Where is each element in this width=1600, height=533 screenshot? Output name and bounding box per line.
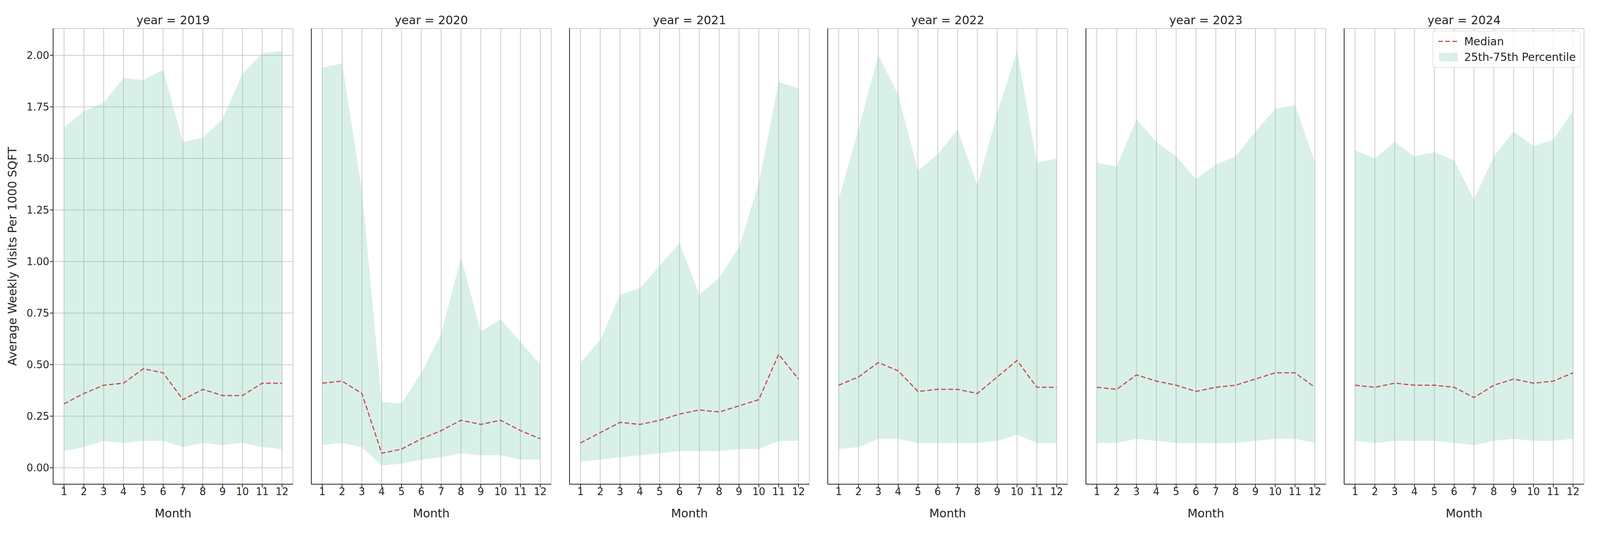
svg-text:Month: Month: [671, 506, 708, 521]
svg-text:8: 8: [974, 485, 981, 498]
svg-text:1: 1: [1093, 485, 1101, 498]
svg-text:10: 10: [235, 485, 249, 498]
svg-text:2.00: 2.00: [26, 49, 50, 62]
svg-text:11: 11: [1288, 485, 1302, 498]
svg-text:4: 4: [1153, 485, 1160, 498]
svg-text:4: 4: [894, 485, 902, 498]
svg-text:10: 10: [752, 485, 766, 498]
svg-text:10: 10: [494, 485, 508, 498]
svg-text:8: 8: [716, 485, 723, 498]
svg-text:12: 12: [1566, 485, 1580, 498]
svg-text:5: 5: [914, 485, 922, 498]
svg-text:5: 5: [656, 485, 664, 498]
svg-text:4: 4: [378, 485, 386, 498]
svg-text:Month: Month: [412, 506, 450, 521]
svg-text:7: 7: [696, 485, 703, 498]
svg-text:1: 1: [319, 485, 326, 498]
svg-text:9: 9: [1252, 485, 1259, 498]
svg-text:12: 12: [1308, 485, 1322, 498]
svg-text:6: 6: [1450, 485, 1458, 498]
svg-text:10: 10: [1010, 485, 1024, 498]
svg-text:1.00: 1.00: [26, 255, 50, 268]
svg-text:3: 3: [100, 485, 108, 498]
svg-text:9: 9: [1510, 485, 1518, 498]
svg-text:3: 3: [875, 485, 882, 498]
svg-text:7: 7: [1470, 485, 1478, 498]
svg-text:7: 7: [1212, 485, 1220, 498]
html-text:year = 2023: year = 2023: [1169, 13, 1243, 27]
html-text:year = 2019: year = 2019: [136, 13, 210, 27]
svg-text:7: 7: [179, 485, 187, 498]
svg-text:11: 11: [514, 485, 527, 498]
svg-text:1: 1: [1351, 485, 1359, 498]
svg-text:2: 2: [80, 485, 88, 498]
svg-text:3: 3: [1133, 485, 1140, 498]
svg-text:1.25: 1.25: [26, 204, 50, 217]
svg-text:1: 1: [60, 485, 68, 498]
svg-text:2: 2: [1371, 485, 1379, 498]
svg-text:0.75: 0.75: [26, 307, 50, 320]
svg-text:3: 3: [358, 485, 366, 498]
svg-text:8: 8: [457, 485, 465, 498]
svg-text:9: 9: [219, 485, 227, 498]
svg-text:3: 3: [1391, 485, 1399, 498]
svg-text:4: 4: [120, 485, 127, 498]
svg-text:9: 9: [994, 485, 1001, 498]
svg-text:0.25: 0.25: [26, 410, 50, 423]
svg-text:6: 6: [159, 485, 167, 498]
svg-text:Month: Month: [154, 506, 192, 521]
svg-text:2: 2: [596, 485, 604, 498]
svg-text:11: 11: [772, 485, 786, 498]
svg-text:10: 10: [1268, 485, 1282, 498]
svg-text:12: 12: [533, 485, 547, 498]
svg-text:6: 6: [1192, 485, 1200, 498]
svg-text:2: 2: [1113, 485, 1120, 498]
svg-text:8: 8: [1490, 485, 1498, 498]
svg-text:5: 5: [1431, 485, 1438, 498]
svg-text:Month: Month: [929, 506, 967, 521]
svg-text:7: 7: [437, 485, 445, 498]
svg-text:9: 9: [735, 485, 743, 498]
svg-text:11: 11: [255, 485, 269, 498]
html-text:year = 2021: year = 2021: [652, 13, 727, 27]
svg-text:5: 5: [1173, 485, 1180, 498]
svg-text:11: 11: [1030, 485, 1044, 498]
svg-text:Month: Month: [1445, 506, 1483, 521]
svg-text:4: 4: [636, 485, 644, 498]
svg-text:1.75: 1.75: [26, 101, 50, 113]
svg-text:7: 7: [954, 485, 961, 498]
svg-text:9: 9: [477, 485, 485, 498]
svg-text:11: 11: [1546, 485, 1560, 498]
svg-text:1: 1: [577, 485, 584, 498]
svg-text:8: 8: [1232, 485, 1240, 498]
svg-text:1: 1: [835, 485, 843, 498]
svg-text:5: 5: [140, 485, 147, 498]
svg-text:1.50: 1.50: [26, 152, 50, 165]
svg-text:6: 6: [417, 485, 425, 498]
svg-text:Average Weekly Visits Per 1000: Average Weekly Visits Per 1000 SQFT: [5, 146, 20, 367]
svg-text:0.00: 0.00: [26, 462, 50, 474]
svg-text:Month: Month: [1187, 506, 1225, 521]
svg-text:0.50: 0.50: [26, 358, 50, 371]
svg-text:12: 12: [792, 485, 806, 498]
svg-text:3: 3: [616, 485, 624, 498]
svg-text:6: 6: [676, 485, 683, 498]
svg-text:12: 12: [1050, 485, 1064, 498]
svg-text:8: 8: [199, 485, 207, 498]
svg-text:4: 4: [1411, 485, 1418, 498]
svg-text:12: 12: [275, 485, 289, 498]
svg-text:6: 6: [934, 485, 942, 498]
html-text:year = 2024: year = 2024: [1427, 13, 1501, 27]
html-text:Median: Median: [1464, 34, 1504, 48]
html-text:year = 2022: year = 2022: [911, 13, 985, 27]
svg-text:2: 2: [855, 485, 862, 498]
svg-text:5: 5: [398, 485, 406, 498]
svg-text:2: 2: [338, 485, 346, 498]
html-text:year = 2020: year = 2020: [394, 13, 468, 27]
svg-text:10: 10: [1526, 485, 1540, 498]
html-text:25th-75th Percentile: 25th-75th Percentile: [1464, 50, 1576, 64]
